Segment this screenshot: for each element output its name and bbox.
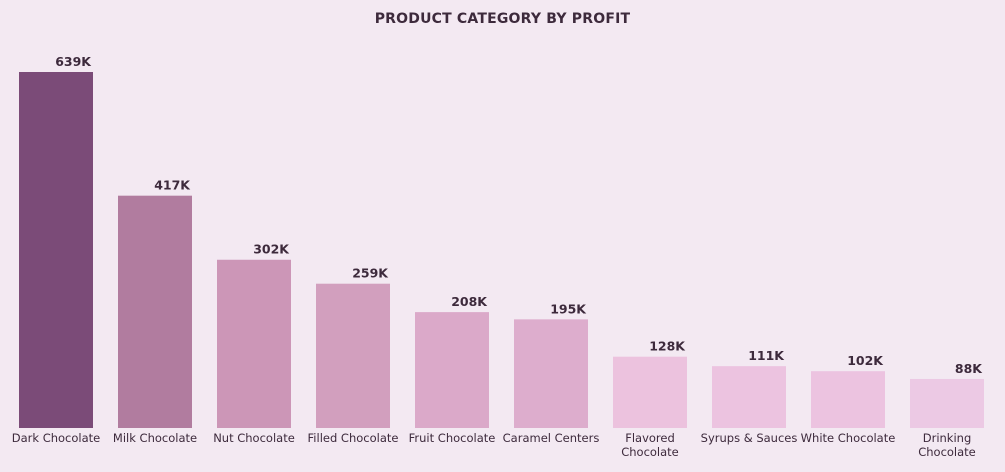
bar-value-label: 88K — [955, 361, 983, 376]
bar-value-label: 208K — [451, 294, 488, 309]
bar — [613, 356, 687, 428]
category-label: Syrups & Sauces — [701, 431, 798, 445]
bar-value-label: 639K — [55, 54, 92, 69]
bar-value-label: 102K — [847, 353, 884, 368]
bar-value-label: 111K — [748, 348, 785, 363]
category-label: White Chocolate — [801, 431, 896, 445]
category-label: Dark Chocolate — [12, 431, 101, 445]
category-label: Drinking Chocolate — [918, 431, 976, 459]
bar-value-label: 128K — [649, 339, 686, 354]
bar — [712, 366, 786, 428]
category-label: Fruit Chocolate — [409, 431, 496, 445]
category-label: Milk Chocolate — [113, 431, 197, 445]
bar — [910, 378, 984, 428]
category-label: Flavored Chocolate — [621, 431, 679, 459]
bar — [415, 312, 489, 428]
bar-value-label: 302K — [253, 242, 290, 257]
bar-value-label: 417K — [154, 178, 191, 193]
bar-value-label: 195K — [550, 301, 587, 316]
bar — [118, 195, 192, 428]
category-label: Caramel Centers — [503, 431, 600, 445]
bar — [217, 259, 291, 428]
bar — [19, 72, 93, 428]
chart-title: PRODUCT CATEGORY BY PROFIT — [374, 11, 631, 27]
bar — [811, 371, 885, 428]
category-label: Filled Chocolate — [308, 431, 399, 445]
category-label: Nut Chocolate — [213, 431, 295, 445]
bar — [514, 319, 588, 428]
bar-value-label: 259K — [352, 266, 389, 281]
bar — [316, 283, 390, 428]
